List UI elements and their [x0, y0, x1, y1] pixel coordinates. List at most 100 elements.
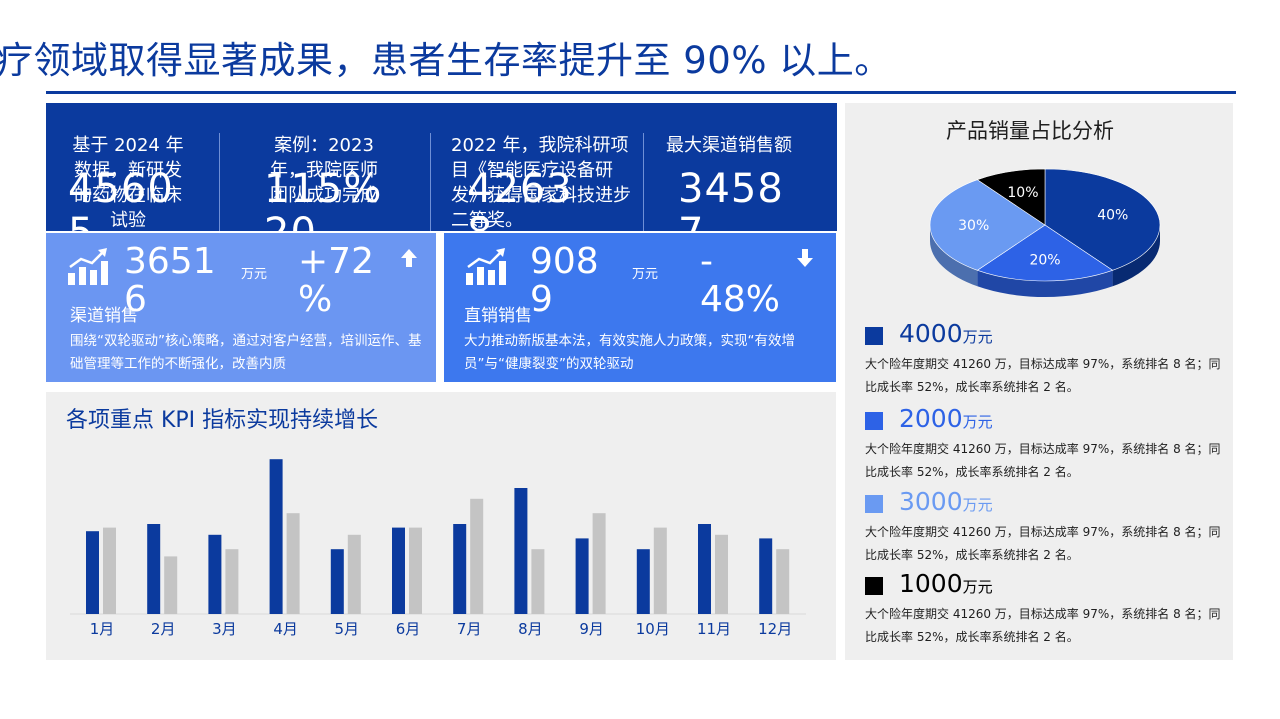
- kpi-bar: [653, 527, 667, 614]
- direct-sales-unit: 万元: [632, 267, 659, 282]
- stat-divider: [643, 133, 644, 231]
- kpi-bar: [86, 531, 99, 614]
- channel-sales-unit: 万元: [241, 267, 268, 282]
- stat-column-1: 基于 2024 年数据，新研发的药物在临床试验 4560 5: [46, 103, 218, 231]
- legend-description: 大个险年度期交 41260 万，目标达成率 97%，系统排名 8 名；同比成长率…: [865, 357, 1221, 394]
- kpi-bar: [636, 549, 650, 614]
- kpi-chart-panel: 1月 2月 3月 4月 5月 6月 7月 8月 9月 10月 11月 12月 各项重点 KPI 指标实…: [46, 392, 836, 660]
- legend-value-number: 2000: [899, 404, 963, 433]
- direct-sales-card: 908 9 万元 - 48% 直销销售 大力推动新版基本法，有效实施人力政策，实…: [444, 233, 836, 382]
- legend-value-number: 3000: [899, 487, 963, 516]
- stat-text: 2022 年，我院科研项目《智能医疗设备研发》获得国家科技进步二等奖。: [451, 135, 631, 231]
- kpi-bar: [470, 498, 484, 614]
- pie-slice-side: [977, 270, 1113, 297]
- x-tick-label: 10月: [636, 620, 670, 638]
- x-tick-label: 6月: [396, 620, 421, 638]
- product-share-panel: 产品销量占比分析 40% 20% 30% 10% 4000万元 大个险年度期交 412…: [845, 103, 1233, 660]
- channel-sales-change: +72 %: [298, 241, 374, 320]
- stat-column-4: 最大渠道销售额 3458 7: [644, 103, 837, 231]
- kpi-bar: [575, 538, 589, 614]
- legend-description: 大个险年度期交 41260 万，目标达成率 97%，系统排名 8 名；同比成长率…: [865, 442, 1221, 479]
- direct-sales-description: 大力推动新版基本法，有效实施人力政策，实现“有效增员”与“健康裂变”的双轮驱动: [464, 333, 795, 372]
- stat-text: 基于 2024 年数据，新研发的药物在临床试验: [72, 135, 184, 231]
- kpi-bar: [225, 549, 239, 614]
- stat-column-2: 案例：2023 年，我院医师团队成功完成 115% 20: [220, 103, 430, 231]
- kpi-bar: [347, 534, 361, 614]
- stat-number: 3458 7: [678, 166, 784, 231]
- x-tick-label: 11月: [697, 620, 731, 638]
- down-arrow-icon: [797, 249, 813, 267]
- kpi-bar-chart: 1月 2月 3月 4月 5月 6月 7月 8月 9月 10月 11月 12月: [70, 459, 806, 638]
- kpi-bar: [269, 459, 283, 614]
- kpi-bar: [103, 527, 116, 614]
- legend-value-number: 4000: [899, 319, 963, 348]
- kpi-bar: [164, 556, 178, 614]
- kpi-bar: [453, 524, 467, 614]
- pie-slice-label: 30%: [958, 218, 989, 234]
- stat-number: 4560 5: [68, 166, 174, 231]
- product-share-pie-chart: 40% 20% 30% 10%: [929, 168, 1161, 297]
- direct-sales-label: 直销销售: [464, 306, 532, 326]
- x-tick-label: 7月: [457, 620, 482, 638]
- x-tick-label: 3月: [212, 620, 237, 638]
- stat-divider: [219, 133, 220, 231]
- pie-slice-side: [930, 225, 978, 287]
- kpi-bar: [592, 513, 606, 614]
- x-tick-label: 12月: [758, 620, 792, 638]
- channel-sales-label: 渠道销售: [70, 306, 138, 326]
- x-tick-label: 5月: [335, 620, 360, 638]
- pie-slice-label: 40%: [1097, 207, 1128, 223]
- kpi-bar: [514, 488, 528, 614]
- pie-slice: [929, 179, 1046, 271]
- x-tick-label: 9月: [579, 620, 604, 638]
- stat-text: 案例：2023 年，我院医师团队成功完成: [270, 135, 378, 206]
- kpi-bar: [208, 534, 222, 614]
- x-tick-label: 4月: [273, 620, 298, 638]
- kpi-bar: [776, 549, 790, 614]
- legend-value-unit: 万元: [962, 578, 993, 596]
- headline-divider: [46, 91, 1236, 94]
- stat-divider: [430, 133, 431, 231]
- legend-value-number: 1000: [899, 569, 963, 598]
- legend-value: 1000万元: [899, 569, 993, 598]
- legend-swatch: [865, 327, 883, 345]
- legend-value: 4000万元: [899, 319, 993, 348]
- kpi-bar: [531, 549, 545, 614]
- legend-description: 大个险年度期交 41260 万，目标达成率 97%，系统排名 8 名；同比成长率…: [865, 607, 1221, 644]
- pie-slice-label: 10%: [1007, 185, 1038, 201]
- direct-sales-number: 908 9: [530, 241, 599, 320]
- legend-swatch: [865, 495, 883, 513]
- pie-slice: [976, 224, 1114, 282]
- kpi-bar: [409, 527, 422, 614]
- direct-sales-change: - 48%: [700, 241, 781, 320]
- stats-band: 基于 2024 年数据，新研发的药物在临床试验 4560 5 案例：2023 年…: [46, 103, 837, 231]
- legend-description: 大个险年度期交 41260 万，目标达成率 97%，系统排名 8 名；同比成长率…: [865, 525, 1221, 562]
- pie-slice-label: 20%: [1029, 253, 1060, 269]
- kpi-bar: [330, 549, 344, 614]
- trend-chart-icon: [68, 248, 108, 285]
- pie-slice: [1044, 168, 1161, 271]
- x-tick-label: 2月: [151, 620, 176, 638]
- channel-sales-card: 3651 6 万元 +72 % 渠道销售 围绕“双轮驱动”核心策略，通过对客户经…: [46, 233, 436, 382]
- legend-value-unit: 万元: [962, 413, 993, 431]
- kpi-bar: [715, 534, 728, 614]
- kpi-bar: [147, 524, 161, 614]
- legend-value-unit: 万元: [962, 496, 993, 514]
- kpi-bar: [759, 538, 773, 614]
- trend-chart-icon: [466, 248, 506, 285]
- pie-slice: [976, 168, 1046, 226]
- legend-value-unit: 万元: [962, 328, 993, 346]
- legend-swatch: [865, 577, 883, 595]
- x-tick-label: 1月: [90, 620, 115, 638]
- kpi-chart-title: 各项重点 KPI 指标实现持续增长: [66, 408, 379, 433]
- stat-column-3: 2022 年，我院科研项目《智能医疗设备研发》获得国家科技进步二等奖。 4263…: [431, 103, 641, 231]
- kpi-bar: [392, 527, 405, 614]
- stat-number: 4263 8: [467, 166, 573, 231]
- x-tick-label: 8月: [518, 620, 543, 638]
- legend-swatch: [865, 412, 883, 430]
- stat-number: 115% 20: [264, 166, 383, 231]
- stat-text: 最大渠道销售额: [666, 135, 792, 156]
- pie-slice-side: [1112, 225, 1160, 287]
- up-arrow-icon: [401, 249, 417, 267]
- kpi-bar: [698, 524, 711, 614]
